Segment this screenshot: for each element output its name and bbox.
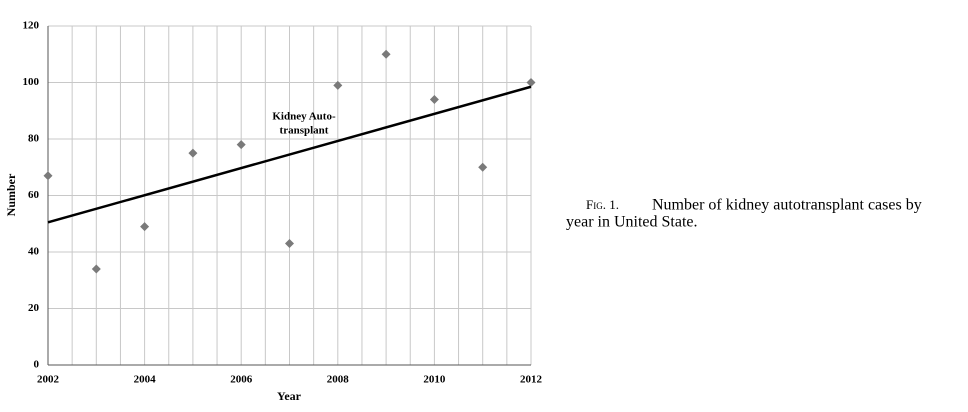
data-point — [526, 78, 536, 87]
annotation: Kidney Auto- — [272, 111, 336, 123]
caption-line: Number of kidney autotransplant cases by — [652, 197, 922, 214]
x-tick-label: 2008 — [327, 374, 350, 386]
caption-label: Fig. 1. — [586, 197, 619, 212]
y-tick-label: 120 — [23, 20, 40, 32]
y-tick-label: 60 — [28, 189, 40, 201]
trend-line — [47, 85, 532, 224]
x-tick-label: 2002 — [37, 374, 60, 386]
x-tick-label: 2012 — [520, 374, 543, 386]
y-tick-label: 20 — [28, 302, 40, 314]
data-point — [285, 239, 294, 249]
y-tick-label: 40 — [28, 246, 40, 258]
y-tick-label: 100 — [23, 76, 40, 88]
data-point — [43, 171, 53, 181]
x-axis-label: Year — [277, 389, 302, 403]
data-point — [429, 94, 439, 104]
caption-line: year in United State. — [566, 214, 698, 231]
data-point — [381, 49, 391, 59]
y-axis-label: Number — [4, 173, 18, 216]
data-point — [188, 148, 198, 158]
y-tick-label: 0 — [34, 359, 40, 371]
data-point — [236, 140, 246, 150]
data-point — [91, 264, 101, 274]
y-tick-label: 80 — [28, 133, 40, 145]
x-tick-label: 2004 — [134, 374, 157, 386]
x-tick-label: 2006 — [230, 374, 253, 386]
x-tick-label: 2010 — [423, 374, 446, 386]
annotation: transplant — [280, 125, 329, 137]
data-point — [478, 162, 488, 172]
data-point — [140, 222, 150, 232]
data-point — [333, 80, 343, 90]
